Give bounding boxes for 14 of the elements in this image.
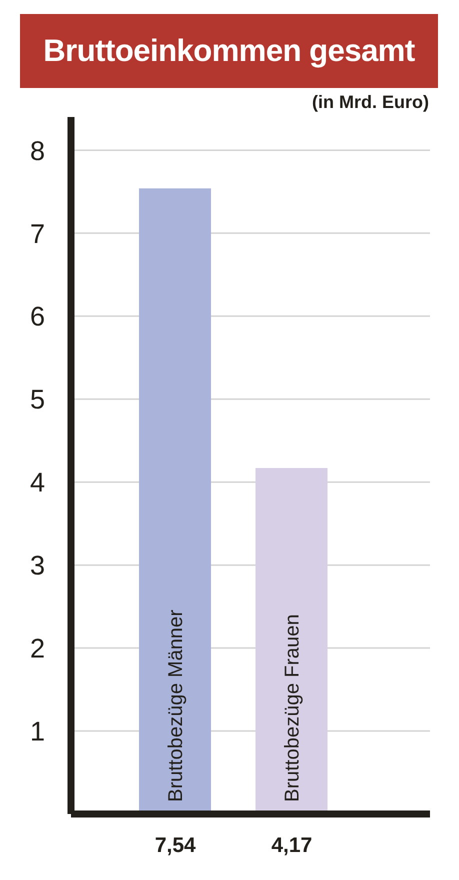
y-tick-label: 7 bbox=[30, 218, 45, 249]
chart-subtitle: (in Mrd. Euro) bbox=[311, 91, 429, 114]
x-tick-label: Bruttobezüge Männer bbox=[165, 609, 187, 802]
y-tick-label: 2 bbox=[30, 634, 45, 664]
y-tick-label: 6 bbox=[30, 302, 45, 332]
data-label: 7,54 bbox=[154, 834, 196, 857]
x-tick-label: Bruttobezüge Frauen bbox=[282, 614, 304, 802]
chart-title: Bruttoeinkommen gesamt bbox=[20, 14, 438, 88]
y-tick-label: 1 bbox=[30, 716, 45, 747]
data-label: 4,17 bbox=[271, 834, 312, 857]
y-tick-label: 5 bbox=[30, 384, 45, 415]
y-tick-label: 8 bbox=[30, 136, 45, 166]
y-tick-label: 3 bbox=[30, 550, 45, 581]
y-tick-label: 4 bbox=[30, 468, 45, 498]
